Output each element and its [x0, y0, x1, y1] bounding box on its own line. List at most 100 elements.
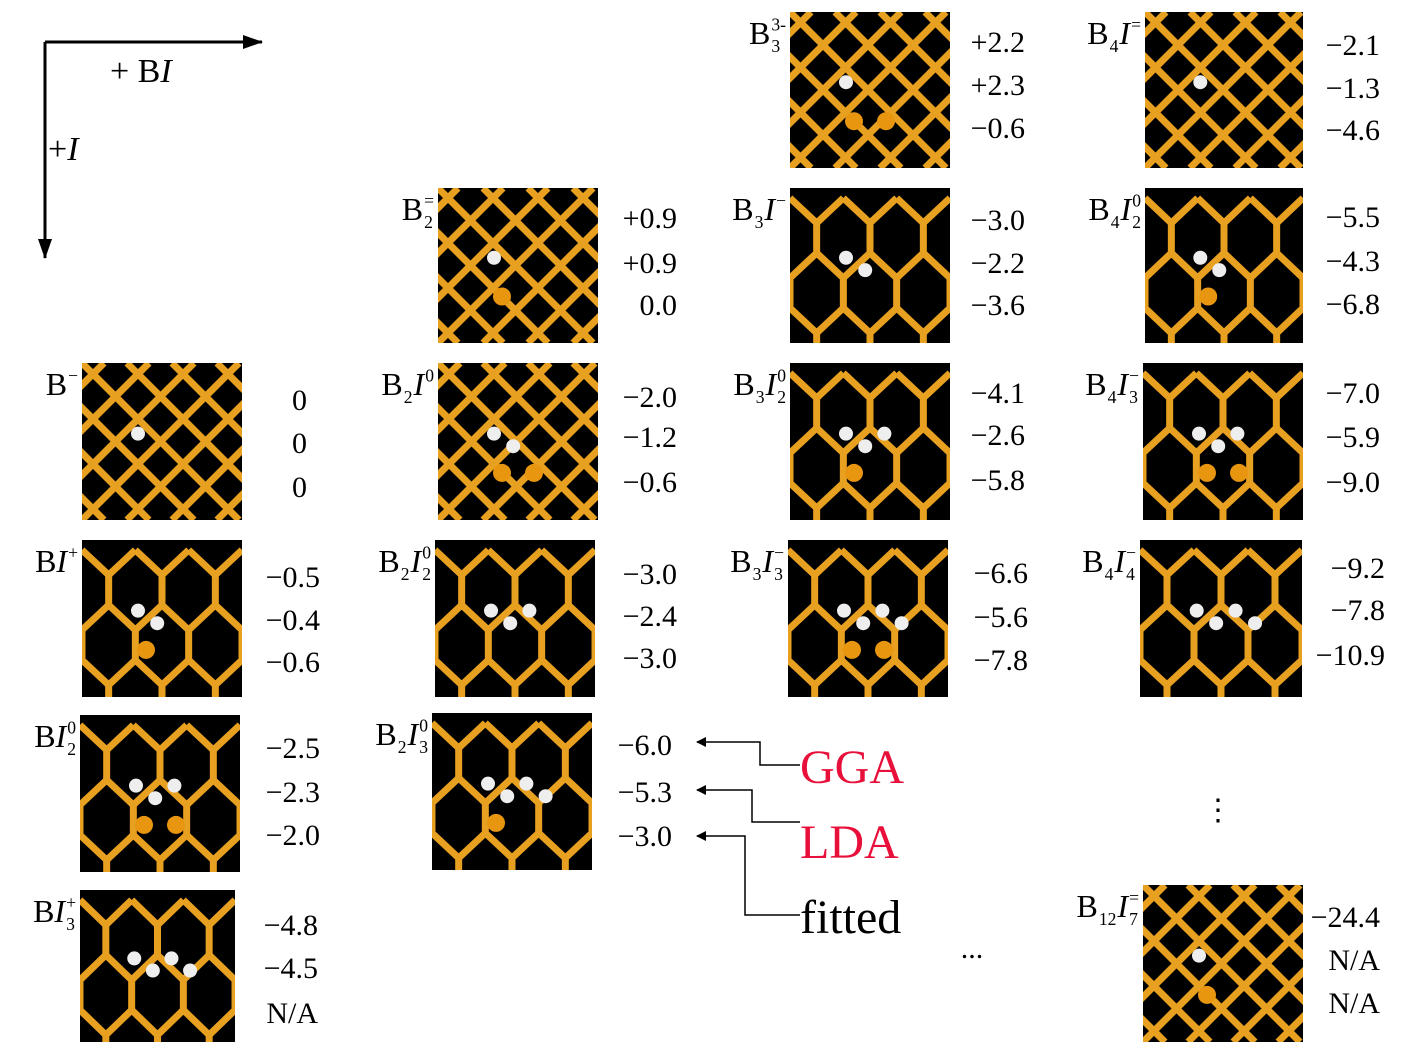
boron-atom	[858, 263, 873, 278]
label-sup: 0	[1132, 191, 1141, 211]
energy-value: −5.3	[618, 776, 672, 809]
label: B I +	[35, 543, 78, 579]
energy-value: −3.0	[623, 642, 677, 675]
label-sub: 4	[1126, 564, 1135, 584]
cluster-image	[1143, 885, 1303, 1042]
energy-value: −6.0	[618, 729, 672, 762]
boron-atom	[858, 439, 873, 454]
bond	[1143, 425, 1173, 458]
label-sup: −	[776, 191, 786, 211]
bond	[1145, 308, 1148, 313]
boron-atom	[481, 776, 495, 791]
cluster-image	[790, 12, 950, 168]
label-sub: 4	[1111, 212, 1120, 232]
boron-atom	[129, 778, 143, 793]
boron-atom	[839, 426, 853, 441]
bond	[480, 223, 598, 343]
label-sup: =	[1129, 888, 1139, 908]
label-text: B	[35, 543, 56, 579]
legend-connectors	[696, 737, 800, 916]
label-sub: 4	[1108, 387, 1117, 407]
cluster-image	[438, 188, 598, 343]
boron-atom	[1193, 250, 1208, 265]
energy-value: −6.6	[974, 557, 1028, 590]
energy-value: −4.1	[971, 377, 1025, 410]
bond	[1145, 97, 1214, 168]
energy-value: −1.2	[623, 421, 677, 454]
energy-value: −3.0	[971, 204, 1025, 237]
bond	[877, 12, 950, 87]
bond	[1143, 483, 1146, 488]
boron-atom	[164, 951, 179, 966]
energy-value: −0.6	[266, 646, 320, 679]
cluster-image	[790, 363, 950, 520]
bond	[438, 273, 506, 343]
cluster-image	[80, 890, 235, 1042]
energy-value: −2.6	[971, 419, 1025, 452]
energy-value: −4.5	[264, 952, 318, 985]
boron-atom	[506, 439, 521, 454]
energy-value: −9.2	[1331, 552, 1385, 585]
bond	[82, 448, 152, 520]
label-text: B	[1087, 15, 1108, 51]
label-sup: =	[424, 191, 434, 211]
boron-atom	[1189, 603, 1204, 618]
boron-atom	[484, 603, 498, 618]
bond	[1272, 602, 1302, 635]
bond	[82, 602, 112, 635]
energy-value: +2.2	[971, 26, 1025, 59]
boron-atom	[538, 789, 553, 804]
label-sub: 7	[1129, 909, 1138, 929]
interstitial-atom	[845, 463, 863, 482]
label-sup: 0	[425, 366, 434, 386]
energy-value: −10.9	[1316, 639, 1385, 672]
label: B −	[46, 366, 78, 402]
bond	[82, 363, 197, 480]
bond	[790, 97, 859, 168]
label-sup: −	[774, 543, 784, 563]
label-sub: 2	[67, 739, 76, 759]
bond	[790, 142, 814, 168]
energy-value: −3.6	[971, 289, 1025, 322]
bond	[124, 400, 242, 520]
energy-value: −7.0	[1326, 377, 1380, 410]
boron-atom	[875, 603, 890, 618]
interstitial-atom	[525, 463, 543, 482]
interstitial-atom	[1198, 463, 1216, 482]
label-sup: 0	[422, 543, 431, 563]
label-text: I	[159, 53, 173, 90]
energy-value: −0.6	[623, 466, 677, 499]
energy-value: −2.2	[971, 247, 1025, 280]
interstitial-atom	[137, 640, 155, 659]
boron-atom	[183, 963, 198, 978]
label-text: I	[1116, 888, 1129, 924]
energy-value: −6.8	[1326, 288, 1380, 321]
label: B 2 I 03	[375, 716, 428, 757]
boron-atom	[500, 789, 515, 804]
label-text: B	[33, 893, 54, 929]
bond	[1143, 885, 1303, 1042]
cluster-image	[1145, 12, 1303, 168]
bond	[525, 445, 598, 520]
boron-atom	[150, 616, 165, 631]
boron-atom	[148, 791, 163, 806]
bond	[920, 250, 950, 283]
boron-atom	[131, 603, 145, 618]
interstitial-atom	[167, 815, 185, 834]
label-sub: 4	[1105, 564, 1114, 584]
bond	[169, 445, 242, 520]
interstitial-atom	[877, 112, 895, 131]
boron-atom	[131, 426, 145, 441]
boron-atom	[839, 250, 853, 265]
cluster-image	[1143, 363, 1303, 520]
bond	[1232, 12, 1303, 85]
label-text: I	[761, 543, 774, 579]
bond	[438, 188, 461, 213]
bond	[1140, 660, 1143, 665]
bond	[1232, 95, 1303, 168]
energy-value: −0.6	[971, 112, 1025, 145]
boron-atom	[856, 616, 871, 631]
energy-value: −4.8	[264, 909, 318, 942]
label: + I	[48, 131, 80, 168]
